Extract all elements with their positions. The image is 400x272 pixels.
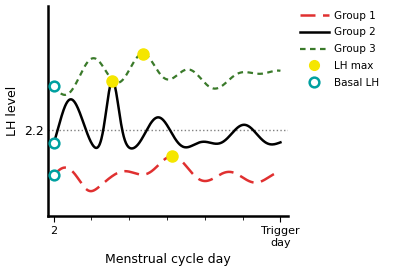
X-axis label: Menstrual cycle day: Menstrual cycle day [105, 254, 231, 267]
Y-axis label: LH level: LH level [6, 86, 18, 136]
Legend: Group 1, Group 2, Group 3, LH max, Basal LH: Group 1, Group 2, Group 3, LH max, Basal… [296, 7, 384, 92]
